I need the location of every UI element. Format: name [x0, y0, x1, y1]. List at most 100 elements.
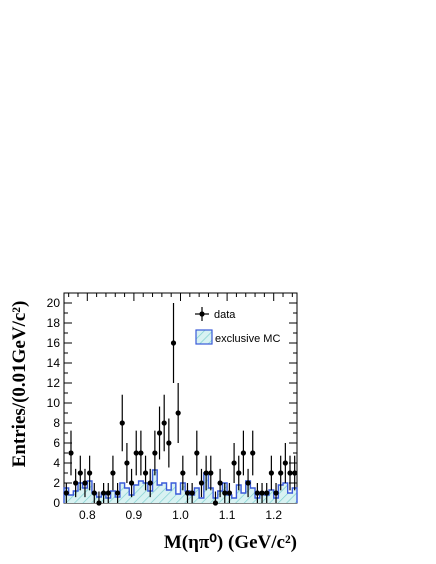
data-point	[180, 455, 186, 491]
data-marker	[175, 410, 181, 416]
data-point	[236, 455, 242, 491]
y-tick-label: 20	[47, 296, 61, 310]
data-point	[63, 483, 69, 503]
y-tick-label: 10	[47, 396, 61, 410]
data-marker	[236, 470, 242, 476]
data-marker	[273, 490, 279, 496]
data-marker	[105, 490, 111, 496]
data-point	[245, 468, 251, 498]
data-point	[254, 483, 260, 503]
data-point	[119, 394, 125, 452]
data-point	[110, 455, 116, 491]
data-point	[105, 483, 111, 503]
data-marker	[142, 470, 149, 476]
x-tick-label: 0.8	[79, 508, 96, 522]
plot-frame	[63, 292, 298, 504]
data-marker	[217, 480, 223, 486]
data-point	[68, 430, 74, 476]
data-point	[114, 483, 121, 503]
data-marker	[110, 470, 116, 476]
data-marker	[208, 470, 214, 476]
data-marker	[170, 340, 177, 346]
data-point	[240, 430, 247, 476]
data-marker	[268, 470, 274, 476]
data-point	[124, 443, 130, 483]
data-point	[278, 455, 284, 491]
data-marker	[152, 450, 158, 456]
data-marker	[278, 470, 284, 476]
data-point	[152, 430, 158, 476]
data-marker	[203, 470, 209, 476]
y-tick-label: 12	[47, 376, 61, 390]
x-tick-label: 1.2	[265, 508, 282, 522]
data-point	[189, 483, 195, 503]
data-point	[203, 455, 209, 491]
data-marker	[212, 500, 219, 506]
y-tick-label: 14	[47, 356, 61, 370]
data-marker	[226, 490, 233, 496]
data-marker	[194, 450, 200, 456]
data-point	[273, 483, 279, 503]
y-tick-label: 8	[53, 416, 60, 430]
data-marker	[138, 450, 144, 456]
data-marker	[180, 470, 186, 476]
data-point	[268, 455, 274, 491]
data-marker	[77, 470, 83, 476]
data-point	[212, 491, 219, 506]
x-tick-label: 0.9	[126, 508, 143, 522]
data-point	[138, 430, 144, 476]
y-tick-label: 0	[53, 496, 60, 510]
data-marker	[114, 490, 121, 496]
data-marker	[73, 480, 79, 486]
data-point	[175, 383, 181, 443]
y-tick-label: 4	[53, 456, 60, 470]
data-point	[231, 443, 237, 483]
data-marker	[222, 490, 228, 496]
data-marker	[119, 420, 125, 426]
data-point	[73, 468, 79, 498]
data-marker	[282, 460, 288, 466]
data-point	[287, 455, 293, 491]
data-point	[87, 455, 93, 491]
data-marker	[96, 500, 102, 506]
y-tick-label: 2	[53, 476, 60, 490]
y-tick-label: 16	[47, 336, 61, 350]
data-point	[264, 483, 270, 503]
data-point	[142, 455, 149, 491]
x-tick-label: 1.1	[219, 508, 236, 522]
data-marker	[240, 450, 247, 456]
data-point	[250, 430, 256, 476]
x-tick-label: 1.0	[172, 508, 189, 522]
data-marker	[133, 450, 139, 456]
data-marker	[264, 490, 270, 496]
legend-mc-label: exclusive MC	[215, 333, 280, 345]
data-point	[222, 483, 228, 503]
data-marker	[124, 460, 130, 466]
data-marker	[254, 490, 260, 496]
data-marker	[198, 480, 205, 486]
data-marker	[87, 470, 93, 476]
data-point	[128, 468, 135, 498]
data-marker	[161, 420, 167, 426]
data-marker	[166, 440, 172, 446]
data-marker	[250, 450, 256, 456]
data-point	[292, 455, 298, 491]
data-marker	[68, 450, 74, 456]
data-point	[133, 430, 139, 476]
data-marker	[91, 490, 97, 496]
data-point	[170, 303, 177, 383]
legend-data-label: data	[214, 309, 236, 321]
y-tick-label: 18	[47, 316, 61, 330]
data-point	[161, 394, 167, 452]
legend: data exclusive MC	[195, 307, 280, 345]
data-point	[147, 468, 153, 498]
legend-mc-swatch	[195, 329, 213, 345]
data-marker	[292, 470, 298, 476]
data-points	[63, 303, 298, 506]
data-point	[156, 406, 163, 460]
axis-ticks: 0 2 4 6 8 10 12 14 16 18 20 0.8 0.9 1.0 1.1 1.2	[47, 292, 297, 522]
data-point	[77, 455, 83, 491]
data-point	[166, 418, 172, 468]
y-axis-title: Entries/(0.01GeV/c²)	[9, 301, 30, 468]
